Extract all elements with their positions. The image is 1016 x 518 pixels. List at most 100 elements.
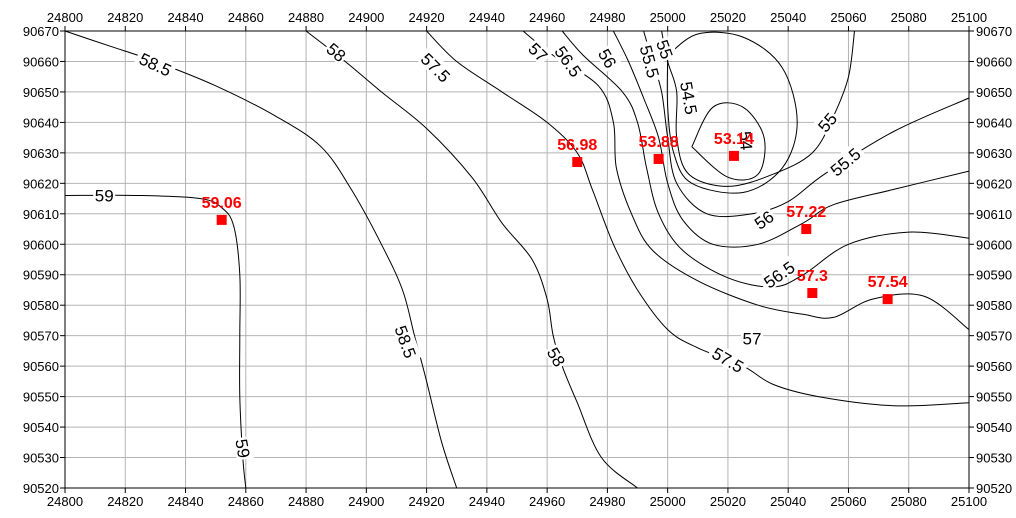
x-tick-label-bottom: 25080 <box>891 494 927 509</box>
x-tick-label-top: 25100 <box>951 10 987 25</box>
contour-label-bg <box>524 37 553 66</box>
contour-label-bg <box>322 37 352 66</box>
y-tick-label-right: 90670 <box>976 24 1012 39</box>
contour-label-bg <box>737 128 757 153</box>
x-tick-label-top: 24960 <box>529 10 565 25</box>
contour-line-57 <box>522 30 970 331</box>
contour-line-54 <box>691 102 766 181</box>
x-tick-label-bottom: 24900 <box>348 494 384 509</box>
contour-label-bg <box>706 341 751 377</box>
y-tick-label-left: 90670 <box>23 24 59 39</box>
contour-label-59: 59 <box>93 185 116 206</box>
sample-point-label: 57.22 <box>786 204 826 221</box>
sample-point-label: 57.3 <box>797 268 828 285</box>
contour-label-text: 57 <box>743 330 762 349</box>
contour-label-text: 59 <box>95 187 114 206</box>
x-tick-label-top: 24860 <box>228 10 264 25</box>
contour-label-bg <box>415 46 457 88</box>
x-tick-label-bottom: 24840 <box>167 494 203 509</box>
x-tick-label-bottom: 25040 <box>770 494 806 509</box>
contour-label-bg <box>749 205 778 233</box>
x-tick-label-bottom: 25060 <box>830 494 866 509</box>
sample-points: 59.06 56.98 53.88 53.14 57.22 57.3 57.54 <box>202 131 908 305</box>
x-tick-label-top: 24940 <box>469 10 505 25</box>
x-tick-label-top: 24880 <box>288 10 324 25</box>
contour-label-bg <box>550 39 588 83</box>
y-tick-label-right: 90630 <box>976 146 1012 161</box>
y-tick-label-left: 90590 <box>23 268 59 283</box>
contour-label-bg <box>636 39 665 83</box>
y-tick-label-right: 90570 <box>976 329 1012 344</box>
contour-label-bg <box>543 342 571 371</box>
x-tick-label-top: 24840 <box>167 10 203 25</box>
y-tick-label-right: 90600 <box>976 237 1012 252</box>
y-tick-label-left: 90540 <box>23 420 59 435</box>
contour-line-55 <box>661 30 855 187</box>
contour-label-text: 54 <box>735 130 756 151</box>
x-tick-label-top: 24820 <box>107 10 143 25</box>
contour-label-bg <box>133 46 178 81</box>
contour-label-bg <box>823 141 866 181</box>
contour-label-bg <box>233 435 255 461</box>
y-tick-label-right: 90520 <box>976 481 1012 496</box>
x-tick-label-top: 25080 <box>891 10 927 25</box>
axis-ticks: 24800 24800 24820 24820 24840 24840 24860 24860… <box>23 10 1012 509</box>
x-tick-label-top: 25060 <box>830 10 866 25</box>
y-tick-label-right: 90560 <box>976 359 1012 374</box>
sample-point-label: 59.06 <box>202 195 242 212</box>
y-tick-label-right: 90610 <box>976 207 1012 222</box>
sample-point-marker <box>216 214 227 225</box>
x-tick-label-bottom: 25020 <box>710 494 746 509</box>
contour-label-54: 54 <box>735 128 757 153</box>
y-tick-label-right: 90640 <box>976 115 1012 130</box>
y-tick-label-left: 90640 <box>23 115 59 130</box>
x-tick-label-bottom: 24940 <box>469 494 505 509</box>
sample-point-marker <box>807 288 818 299</box>
y-tick-label-right: 90540 <box>976 420 1012 435</box>
x-tick-label-bottom: 25000 <box>650 494 686 509</box>
sample-point-marker <box>572 157 583 168</box>
sample-point-marker <box>653 153 664 164</box>
y-tick-label-left: 90600 <box>23 237 59 252</box>
contour-label-bg <box>812 107 841 136</box>
y-tick-label-left: 90560 <box>23 359 59 374</box>
y-tick-label-left: 90550 <box>23 390 59 405</box>
x-tick-label-top: 25040 <box>770 10 806 25</box>
y-tick-label-left: 90660 <box>23 54 59 69</box>
sample-point-marker <box>801 224 812 235</box>
y-tick-label-right: 90550 <box>976 390 1012 405</box>
contour-label-bg <box>93 185 116 204</box>
contour-line-56 <box>612 30 970 248</box>
sample-point-label: 56.98 <box>557 137 597 154</box>
contour-label-bg <box>757 255 801 293</box>
x-tick-label-bottom: 24800 <box>47 494 83 509</box>
contour-label-bg <box>594 43 622 72</box>
sample-point-label: 57.54 <box>868 274 908 291</box>
x-tick-label-bottom: 24880 <box>288 494 324 509</box>
sample-point-label: 53.14 <box>714 131 754 148</box>
y-tick-label-left: 90630 <box>23 146 59 161</box>
y-tick-label-left: 90530 <box>23 451 59 466</box>
y-tick-label-left: 90620 <box>23 176 59 191</box>
y-tick-label-left: 90650 <box>23 85 59 100</box>
y-tick-label-right: 90620 <box>976 176 1012 191</box>
x-tick-label-bottom: 24960 <box>529 494 565 509</box>
x-tick-label-bottom: 24920 <box>409 494 445 509</box>
sample-point-marker <box>882 294 893 305</box>
x-tick-label-top: 24900 <box>348 10 384 25</box>
y-tick-label-left: 90580 <box>23 298 59 313</box>
x-tick-label-top: 25000 <box>650 10 686 25</box>
x-tick-label-top: 24920 <box>409 10 445 25</box>
contour-line-59 <box>64 194 247 489</box>
x-tick-label-bottom: 25100 <box>951 494 987 509</box>
contour-label-57: 57 <box>741 328 763 349</box>
y-tick-label-right: 90660 <box>976 54 1012 69</box>
x-tick-label-top: 24980 <box>589 10 625 25</box>
contour-label-bg <box>677 76 703 120</box>
y-tick-label-right: 90590 <box>976 268 1012 283</box>
contour-line-54.5 <box>666 31 798 194</box>
contour-lines <box>64 30 970 489</box>
contour-line-56.5 <box>561 30 970 288</box>
sample-point-label: 53.88 <box>639 134 679 151</box>
